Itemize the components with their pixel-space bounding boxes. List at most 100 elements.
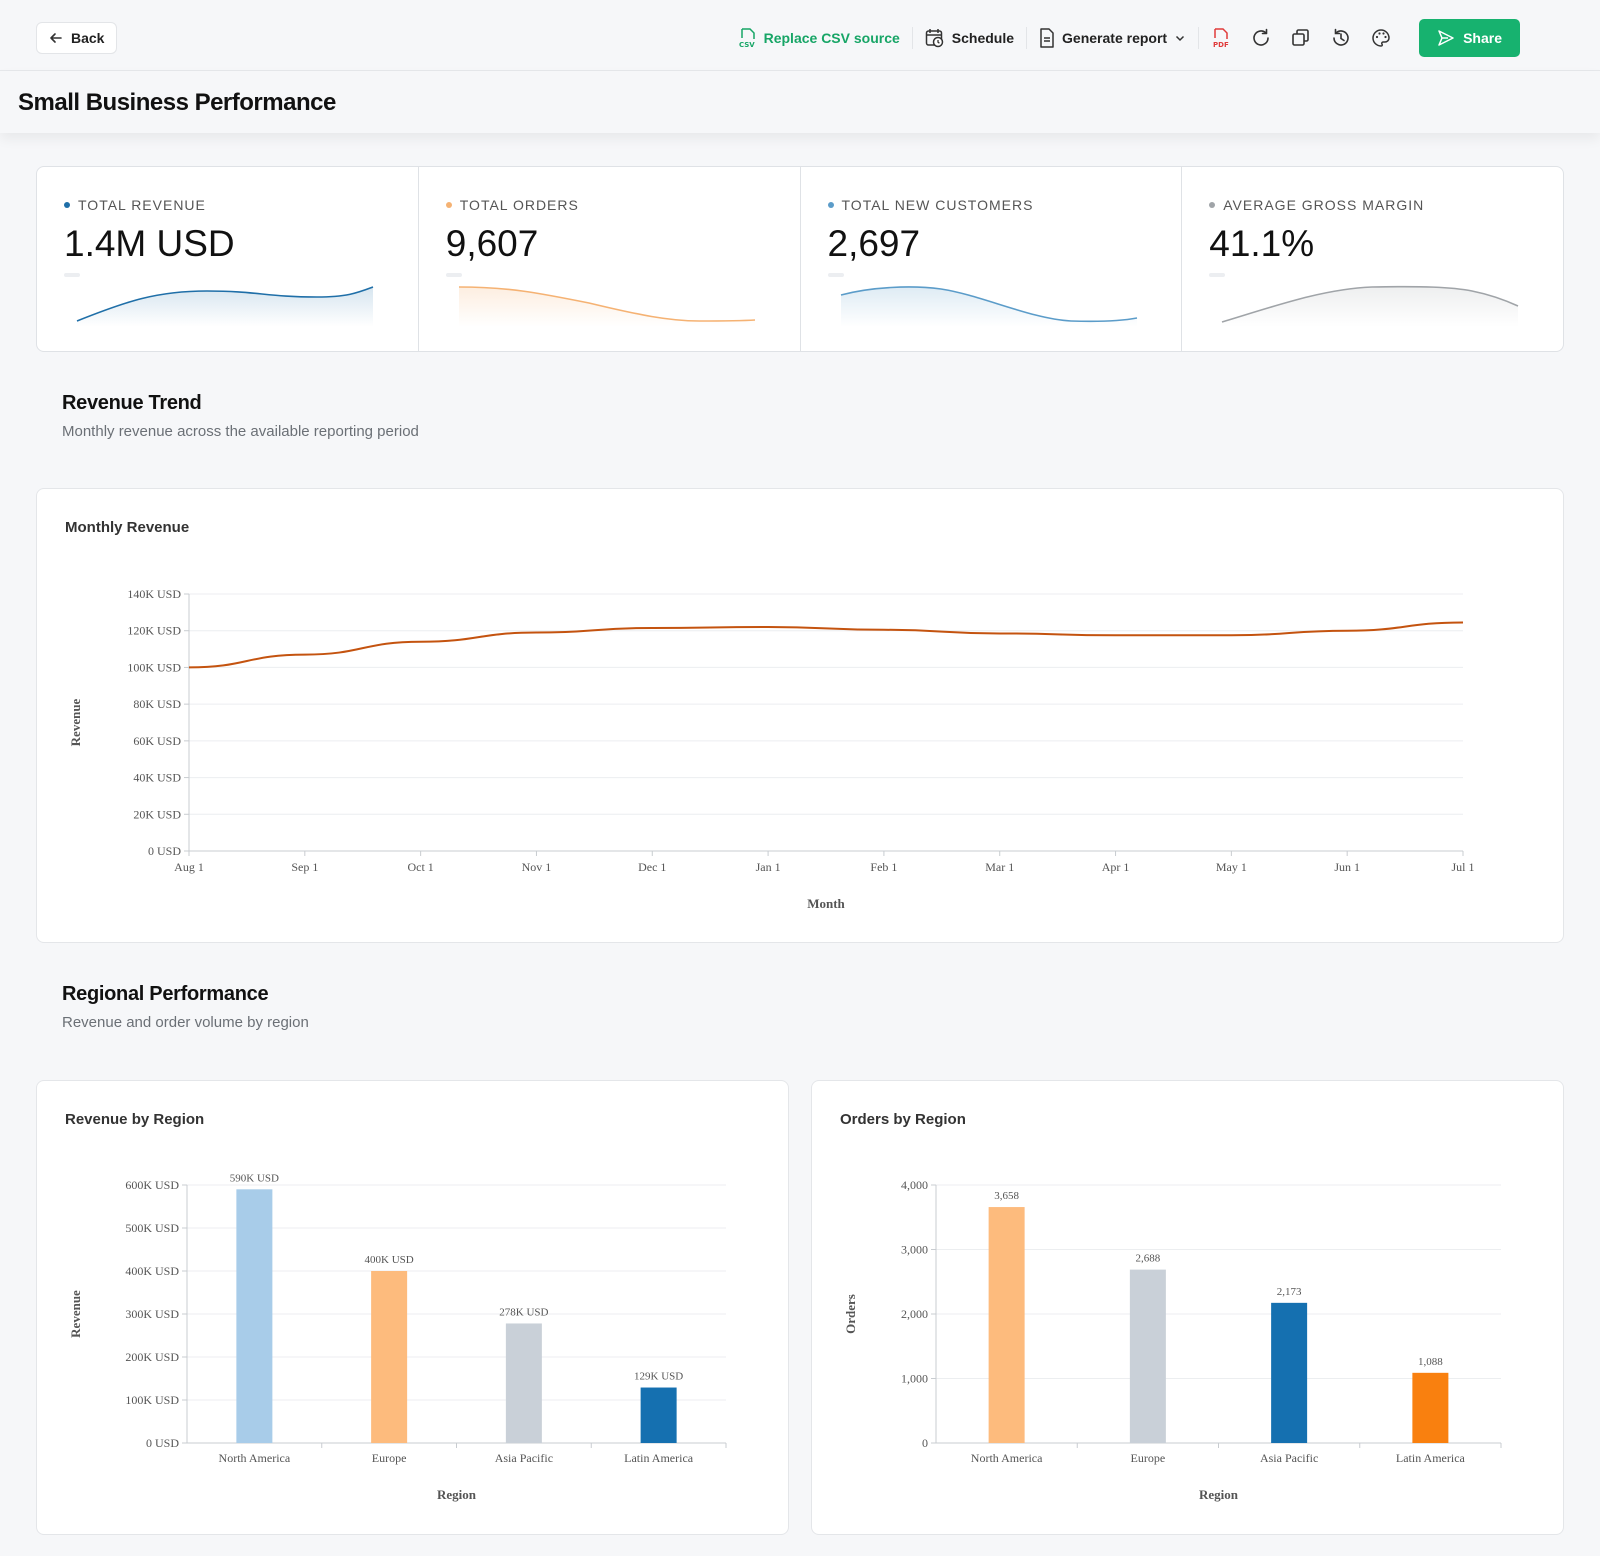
x-tick-label: Jun 1 [1334,860,1360,874]
kpi-sparkline [76,286,374,327]
kpi-label-wrap: TOTAL REVENUE [64,197,206,213]
duplicate-button[interactable] [1281,20,1321,56]
kpi-dot [64,202,70,208]
x-tick-label: Europe [1131,1451,1166,1465]
back-button[interactable]: Back [36,22,118,54]
y-tick-label: 20K USD [133,807,181,821]
x-tick-label: Latin America [1396,1451,1466,1465]
orders-by-region-chart: 0 1,000 2,000 3,000 4,000 3,658 North America 2… [843,1178,1502,1502]
x-tick-label: Asia Pacific [1260,1451,1318,1465]
x-tick-label: Oct 1 [407,860,433,874]
y-axis-title: Orders [843,1294,858,1334]
kpi-delta-placeholder [827,273,844,277]
generate-report-label: Generate report [1062,30,1168,46]
y-tick-label: 1,000 [901,1372,928,1386]
kpi-dot [827,202,834,208]
bar-value-label: 400K USD [365,1254,414,1266]
kpi-dot [445,202,452,208]
section-subtitle-regional: Revenue and order volume by region [62,1014,309,1031]
x-tick-label: May 1 [1216,860,1247,874]
bar-value-label: 2,173 [1277,1286,1302,1298]
kpi-value: 41.1% [1209,223,1315,264]
x-tick-label: Europe [372,1451,407,1465]
send-icon [1438,30,1454,46]
arrow-left-icon [50,33,62,43]
kpi-sparkline [1222,285,1519,327]
y-tick-label: 100K USD [127,660,181,674]
kpi-value: 1.4M USD [64,223,235,264]
section-title-revenue-trend: Revenue Trend [62,392,202,414]
chart-title: Revenue by Region [65,1111,205,1128]
toolbar-divider [1198,27,1200,49]
chevron-down-icon [1176,35,1185,42]
chart-title: Orders by Region [840,1111,966,1128]
refresh-button[interactable] [1241,20,1281,56]
bar-asia-pacific [1271,1302,1308,1443]
history-icon [1333,28,1349,46]
x-tick-label: Nov 1 [522,860,552,874]
replace-csv-label: Replace CSV source [763,30,900,46]
kpi-total-revenue: TOTAL REVENUE 1.4M USD [37,167,419,351]
y-tick-label: 0 [922,1436,928,1450]
x-tick-label: Feb 1 [870,860,897,874]
y-tick-label: 3,000 [901,1243,928,1257]
y-tick-label: 0 USD [146,1436,179,1450]
revenue-series-line [188,621,1464,669]
y-tick-label: 140K USD [127,587,181,601]
x-tick-label: Asia Pacific [495,1451,553,1465]
kpi-delta-placeholder [445,273,462,277]
y-tick-label: 2,000 [901,1307,928,1321]
x-tick-label: Latin America [624,1451,694,1465]
kpi-total-new-customers: TOTAL NEW CUSTOMERS 2,697 [801,167,1183,351]
y-tick-label: 300K USD [125,1307,179,1321]
history-button[interactable] [1321,20,1361,56]
kpi-delta-placeholder [64,273,80,277]
x-axis-title: Month [807,896,845,911]
revenue-by-region-chart: 0 USD 100K USD 200K USD 300K USD 400K USD 500… [68,1172,727,1502]
kpi-sparkline [840,286,1137,327]
toolbar-divider [1026,27,1028,49]
y-axis-title: Revenue [68,1290,83,1338]
generate-report-dropdown[interactable]: Generate report [1029,20,1196,56]
kpi-delta-placeholder [1209,273,1226,277]
back-label: Back [71,30,105,46]
share-button[interactable]: Share [1419,19,1520,57]
top-toolbar: Back CSV Replace CSV source Schedule Gen… [0,8,1600,71]
bar-value-label: 2,688 [1136,1253,1161,1265]
revenue-by-region-card: Revenue by Region 0 USD 100K USD 200K USD 3… [36,1080,789,1535]
title-bar: Small Business Performance [0,71,1600,133]
kpi-label-wrap: TOTAL NEW CUSTOMERS [827,197,1034,213]
theme-button[interactable] [1361,20,1401,56]
y-tick-label: 60K USD [133,734,181,748]
bar-europe [1129,1269,1166,1443]
y-tick-label: 500K USD [125,1221,179,1235]
document-icon [1040,28,1054,48]
orders-by-region-card: Orders by Region 0 1,000 2,000 3,000 4,000 3,… [811,1080,1564,1535]
calendar-clock-icon [925,29,944,48]
monthly-revenue-chart: 0 USD 20K USD 40K USD 60K USD 80K USD 100K US… [68,587,1475,911]
kpi-value: 2,697 [827,223,921,264]
bar-latin-america [1412,1372,1449,1443]
section-title-regional: Regional Performance [62,983,269,1005]
bar-value-label: 1,088 [1418,1356,1443,1368]
chart-title: Monthly Revenue [65,519,190,536]
kpi-value: 9,607 [445,223,539,264]
replace-csv-button[interactable]: CSV Replace CSV source [729,20,910,56]
monthly-revenue-card: Monthly Revenue 0 USD 20K USD 40K USD 60K U… [36,488,1564,943]
svg-text:PDF: PDF [1213,41,1229,48]
x-tick-label: Mar 1 [985,860,1014,874]
kpi-row: TOTAL REVENUE 1.4M USD TOTAL ORDERS 9,60… [36,166,1564,352]
y-tick-label: 600K USD [125,1178,179,1192]
x-tick-label: Aug 1 [174,860,204,874]
kpi-label: AVERAGE GROSS MARGIN [1223,197,1425,213]
y-axis-title: Revenue [68,698,83,746]
pdf-icon: PDF [1213,28,1229,48]
y-tick-label: 0 USD [148,844,181,858]
bar-value-label: 590K USD [230,1172,279,1184]
schedule-button[interactable]: Schedule [915,20,1024,56]
kpi-label: TOTAL REVENUE [78,197,206,213]
x-tick-label: North America [219,1451,291,1465]
schedule-label: Schedule [951,30,1015,46]
x-tick-label: Sep 1 [291,860,318,874]
export-pdf-button[interactable]: PDF [1201,20,1241,56]
